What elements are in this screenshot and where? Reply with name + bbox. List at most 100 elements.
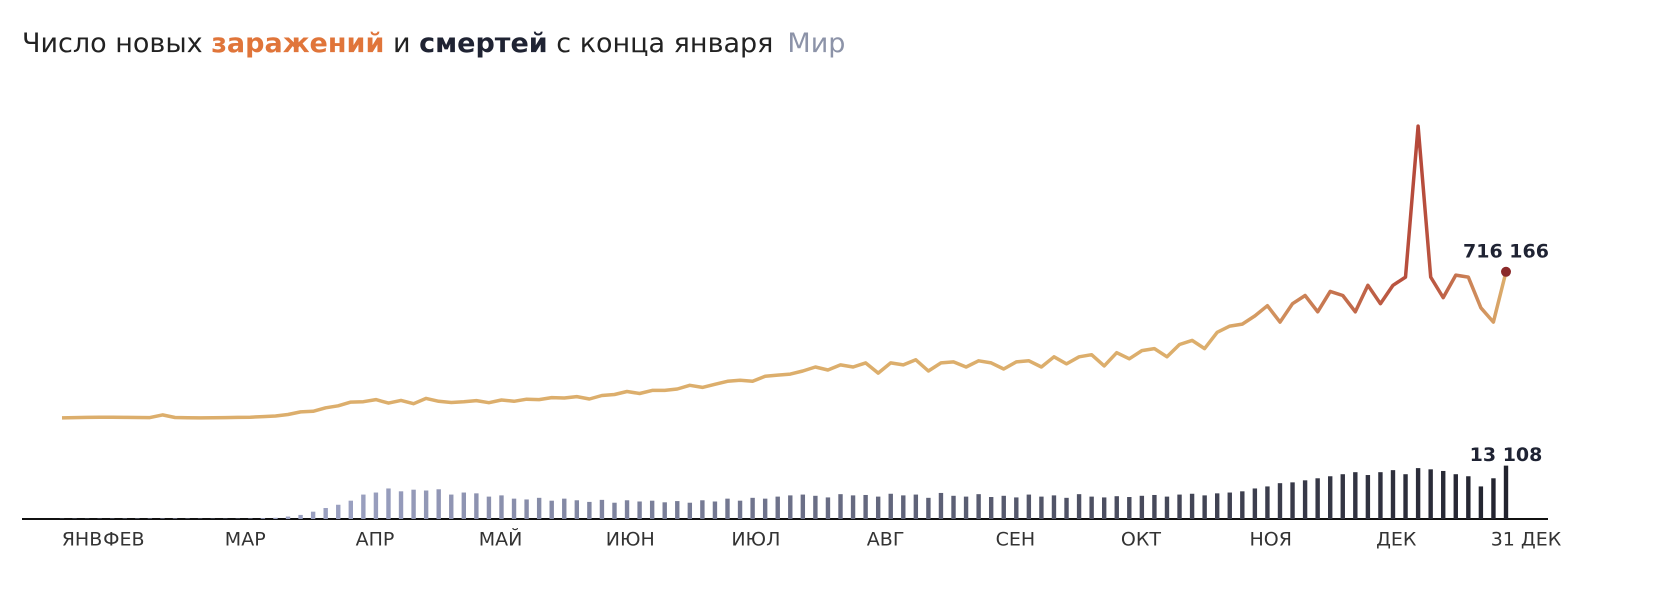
bar xyxy=(1353,472,1358,519)
value-label: 13 108 xyxy=(1470,444,1543,466)
bar xyxy=(888,493,893,519)
bar xyxy=(524,499,529,519)
bar xyxy=(1001,495,1006,519)
bar xyxy=(1491,478,1496,519)
bar xyxy=(587,501,592,519)
bar xyxy=(988,497,994,519)
bar xyxy=(1227,492,1232,519)
x-tick-label: ОКТ xyxy=(1121,529,1161,551)
bar xyxy=(348,500,353,519)
bar xyxy=(386,488,391,519)
bar xyxy=(1215,493,1220,519)
bar xyxy=(285,516,291,519)
bar xyxy=(298,514,303,519)
bar xyxy=(373,492,379,519)
bar xyxy=(1365,475,1371,519)
x-tick-label: 31 ДЕК xyxy=(1491,529,1562,551)
bar xyxy=(913,494,919,519)
bar xyxy=(963,496,969,519)
bar xyxy=(863,494,868,519)
bar xyxy=(938,492,944,519)
bar xyxy=(800,494,806,519)
title-part: заражений xyxy=(211,28,385,59)
bar xyxy=(1240,491,1245,519)
bar xyxy=(436,489,441,519)
bar xyxy=(449,494,454,519)
bar xyxy=(901,495,906,519)
bar xyxy=(649,500,655,519)
bar xyxy=(1039,496,1044,519)
bar xyxy=(423,490,429,519)
bar xyxy=(637,501,642,519)
bar xyxy=(1139,495,1145,519)
bar xyxy=(1328,476,1333,519)
bar xyxy=(624,500,630,519)
bar xyxy=(1415,468,1421,519)
bar xyxy=(1290,482,1295,519)
x-tick-label: АВГ xyxy=(867,529,905,551)
bar xyxy=(1315,478,1320,519)
bar xyxy=(1466,476,1471,519)
bar xyxy=(599,499,605,519)
bar xyxy=(336,504,341,519)
bar xyxy=(813,495,818,519)
bar xyxy=(725,498,730,519)
chart-title: Число новых заражений и смертей с конца … xyxy=(22,28,845,59)
bar xyxy=(976,494,981,519)
bar xyxy=(1202,495,1207,519)
bar xyxy=(875,496,881,519)
title-part: с конца января xyxy=(547,28,774,59)
x-tick-label: ДЕК xyxy=(1376,529,1417,551)
bar xyxy=(775,496,780,519)
bar xyxy=(850,495,856,519)
bar xyxy=(1340,474,1345,519)
title-part: Число новых xyxy=(22,28,212,59)
bar xyxy=(1277,483,1283,519)
title-part: и xyxy=(384,28,420,59)
bar xyxy=(1265,486,1270,519)
bar xyxy=(1252,488,1258,519)
line xyxy=(61,124,1508,420)
bar xyxy=(1026,494,1032,519)
bar xyxy=(499,495,504,519)
bar xyxy=(1453,474,1458,519)
bar xyxy=(1302,480,1308,519)
bar xyxy=(1152,494,1157,519)
bar xyxy=(712,501,718,519)
bar xyxy=(461,492,467,519)
bar xyxy=(549,500,554,519)
bar xyxy=(1177,494,1182,519)
bar xyxy=(1076,494,1082,519)
bar xyxy=(1114,496,1119,519)
bar xyxy=(825,497,831,519)
bar xyxy=(474,493,479,519)
x-tick-label: НОЯ xyxy=(1249,529,1291,551)
bar xyxy=(511,498,517,519)
bar xyxy=(1428,469,1433,519)
bar xyxy=(1064,497,1069,519)
bar xyxy=(926,497,931,519)
bar xyxy=(1127,497,1132,519)
x-tick-label: АПР xyxy=(356,529,395,551)
value-label: 716 166 xyxy=(1463,240,1549,262)
bar xyxy=(750,497,755,519)
x-tick-label: МАР xyxy=(225,529,266,551)
bar xyxy=(612,502,617,519)
x-tick-label: СЕН xyxy=(996,529,1036,551)
bar xyxy=(574,500,580,519)
bar xyxy=(1478,486,1484,519)
bar xyxy=(310,511,316,519)
bar xyxy=(1503,465,1509,519)
bar xyxy=(838,494,843,519)
bar xyxy=(1390,470,1396,519)
bar xyxy=(737,500,743,519)
bar xyxy=(1441,470,1446,519)
bar xyxy=(1051,495,1057,519)
bar xyxy=(1164,496,1170,519)
bar xyxy=(1378,472,1383,519)
bar xyxy=(700,500,705,519)
bar xyxy=(536,497,542,519)
region: Мир xyxy=(787,28,846,59)
bar xyxy=(662,502,667,519)
